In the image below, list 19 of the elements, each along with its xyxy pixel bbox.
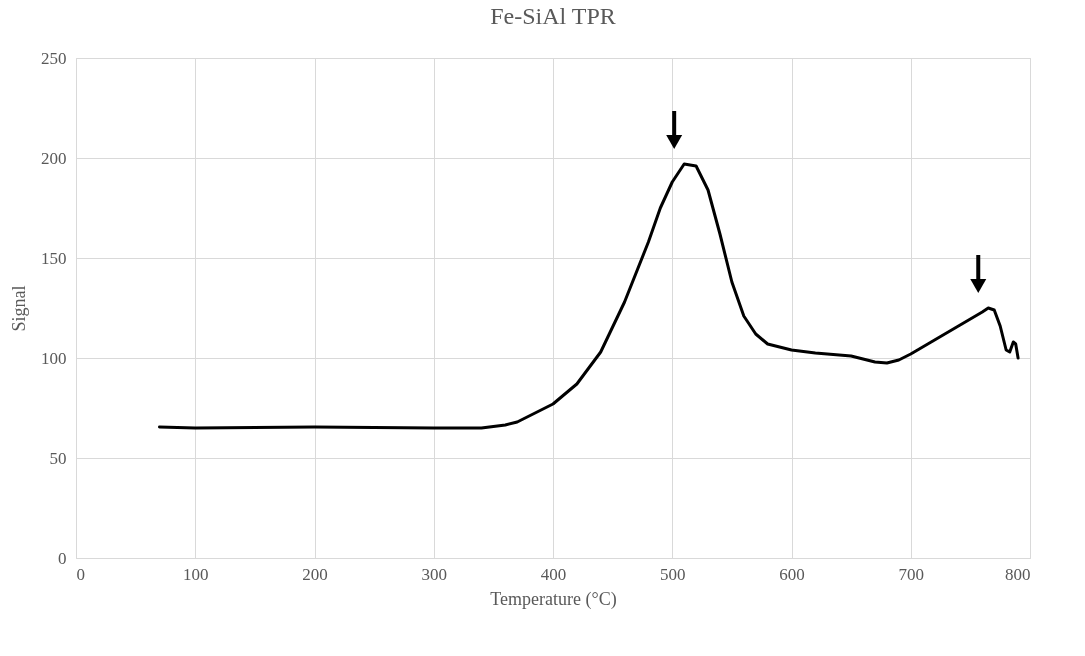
y-tick-label: 50: [49, 448, 67, 468]
chart-title: Fe-SiAl TPR: [490, 3, 616, 29]
x-tick-label: 800: [1005, 564, 1031, 584]
y-axis-title: Signal: [9, 285, 29, 332]
x-axis-title: Temperature (°C): [490, 588, 617, 610]
x-tick-label: 100: [183, 564, 209, 584]
x-tick-label: 0: [76, 564, 85, 584]
y-tick-label: 200: [41, 148, 67, 168]
x-tick-label: 300: [421, 564, 447, 584]
y-tick-label: 250: [41, 48, 67, 68]
y-tick-label: 150: [41, 248, 67, 268]
x-tick-label: 400: [540, 564, 567, 584]
y-tick-label: 100: [41, 348, 67, 368]
line-series: [157, 162, 1020, 430]
y-tick-label: 0: [58, 548, 67, 568]
x-tick-label: 700: [898, 564, 924, 584]
x-tick-label: 500: [660, 564, 686, 584]
x-tick-label: 200: [302, 564, 328, 584]
x-tick-label: 600: [779, 564, 805, 584]
